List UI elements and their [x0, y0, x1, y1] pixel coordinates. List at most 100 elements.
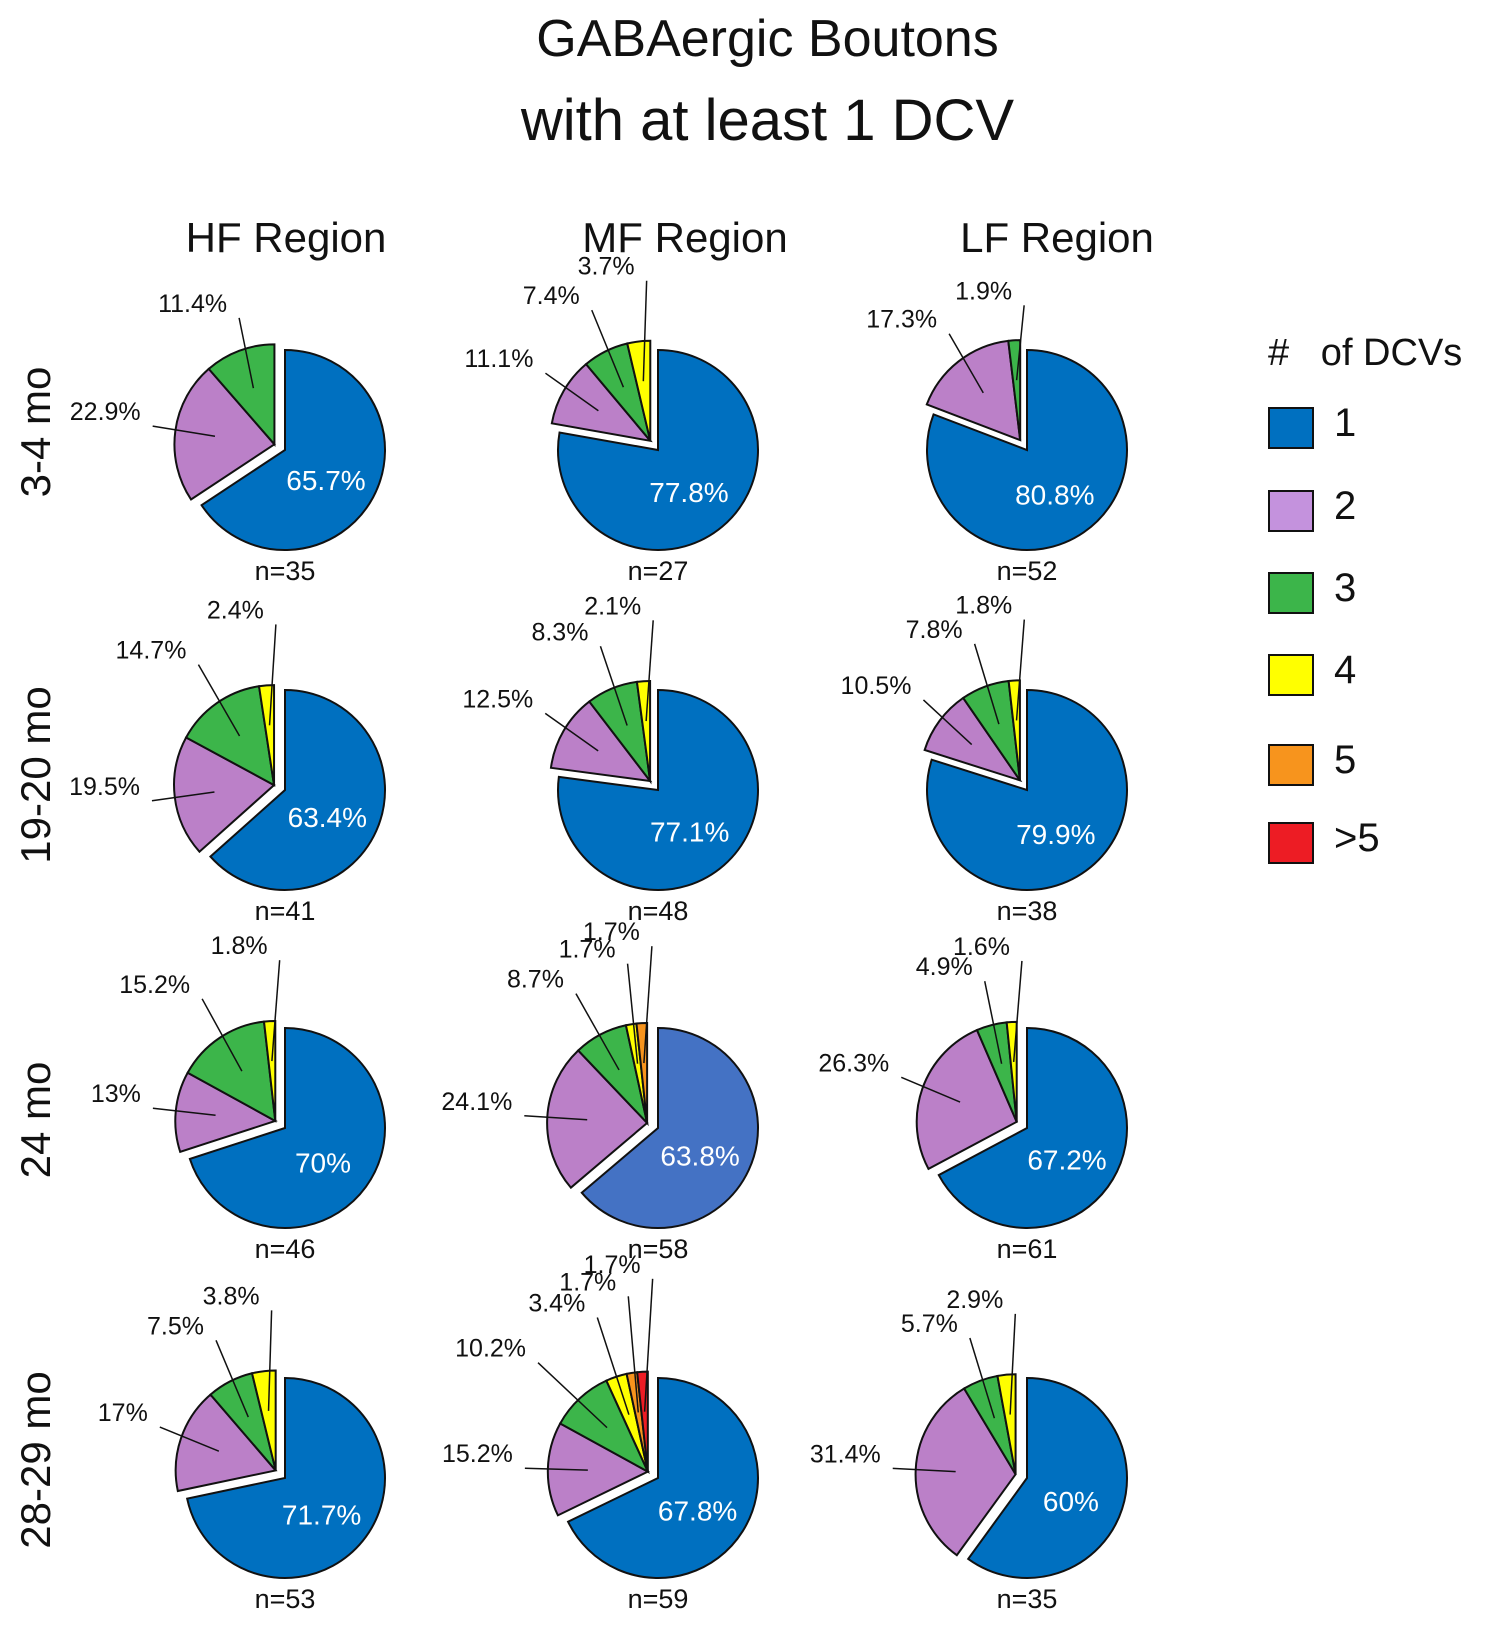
slice-label-28-29-mo-lf-region-cat-4: 2.9%	[946, 1286, 1003, 1314]
slice-label-19-20-mo-mf-region-cat-2: 12.5%	[462, 685, 533, 713]
slice-label-24-mo-hf-region-cat-1: 70%	[295, 1148, 351, 1179]
slice-label-19-20-mo-mf-region-cat-3: 8.3%	[531, 618, 588, 646]
pie-slice-28-29-mo-lf-region-cat-1	[966, 1376, 1128, 1579]
legend-swatch-6	[1268, 822, 1314, 864]
slice-label-28-29-mo-hf-region-cat-3: 7.5%	[147, 1312, 204, 1340]
legend-label-1: 1	[1334, 401, 1357, 445]
pie-chart-grid: 65.7% 22.9% 11.4% n=35 77.8% 11.1% 7.4%3.7% n=2…	[69, 253, 1128, 1614]
pie-28-29-mo-mf-region: 67.8%15.2%10.2%3.4%1.7%1.7%n=59	[442, 1251, 759, 1614]
n-label-3-4-mo-hf-region: n=35	[255, 556, 316, 586]
pie-24-mo-lf-region: 67.2% 26.3% 4.9%1.6% n=61	[818, 933, 1128, 1264]
slice-label-24-mo-hf-region-cat-3: 15.2%	[119, 971, 190, 999]
slice-label-19-20-mo-lf-region-cat-3: 7.8%	[906, 616, 963, 644]
leader-line-24-mo-lf-region-1	[983, 981, 1003, 1064]
leader-line-19-20-mo-lf-region-0	[922, 699, 973, 746]
n-label-3-4-mo-lf-region: n=52	[997, 556, 1058, 586]
pie-slice-3-4-mo-lf-region-cat-1	[926, 348, 1128, 551]
pie-3-4-mo-hf-region: 65.7% 22.9% 11.4% n=35	[70, 290, 386, 586]
leader-line-28-29-mo-mf-region-4	[643, 1278, 654, 1412]
leader-line-19-20-mo-lf-region-2	[1015, 619, 1026, 721]
pie-slice-24-mo-hf-region-cat-3	[186, 1020, 277, 1123]
leader-line-28-29-mo-lf-region-0	[892, 1467, 956, 1473]
pie-3-4-mo-mf-region: 77.8% 11.1% 7.4%3.7% n=27	[464, 253, 759, 586]
pie-slice-19-20-mo-hf-region-cat-1	[208, 688, 386, 891]
leader-line-24-mo-hf-region-1	[201, 998, 243, 1072]
figure-title-line-1: GABAergic Boutons	[536, 10, 999, 68]
slice-label-3-4-mo-lf-region-cat-1: 80.8%	[1015, 480, 1094, 511]
leader-line-28-29-mo-hf-region-1	[215, 1340, 249, 1418]
n-label-28-29-mo-lf-region: n=35	[997, 1584, 1058, 1614]
leader-line-19-20-mo-hf-region-1	[197, 664, 241, 737]
pie-slice-19-20-mo-mf-region-cat-1	[557, 688, 759, 891]
column-header-mf: MF Region	[582, 214, 788, 261]
legend-label-6: >5	[1334, 816, 1380, 860]
slice-label-19-20-mo-mf-region-cat-4: 2.1%	[584, 592, 641, 620]
slice-label-28-29-mo-hf-region-cat-2: 17%	[98, 1399, 148, 1427]
slice-label-3-4-mo-lf-region-cat-3: 1.9%	[955, 277, 1012, 305]
slice-label-28-29-mo-lf-region-cat-3: 5.7%	[901, 1310, 958, 1338]
pie-slice-3-4-mo-mf-region-cat-2	[550, 362, 653, 443]
slice-label-19-20-mo-hf-region-cat-2: 19.5%	[69, 773, 140, 801]
pie-19-20-mo-hf-region: 63.4% 19.5% 14.7% 2.4% n=41	[69, 596, 386, 926]
pie-28-29-mo-lf-region: 60% 31.4% 5.7%2.9% n=35	[810, 1286, 1128, 1614]
slice-label-24-mo-mf-region-cat-1: 63.8%	[660, 1141, 739, 1172]
slice-label-28-29-mo-mf-region-cat-4: 3.4%	[528, 1290, 585, 1318]
legend-label-5: 5	[1334, 738, 1357, 782]
leader-line-28-29-mo-hf-region-0	[159, 1426, 220, 1452]
pie-slice-3-4-mo-hf-region-cat-3	[207, 343, 276, 447]
slice-label-19-20-mo-lf-region-cat-1: 79.9%	[1016, 819, 1095, 850]
leader-line-24-mo-lf-region-2	[1012, 960, 1023, 1062]
pie-slice-28-29-mo-mf-region-cat-1	[566, 1376, 759, 1579]
figure-title-line-2: with at least 1 DCV	[520, 88, 1015, 153]
pie-slice-19-20-mo-hf-region-cat-2	[173, 736, 276, 854]
leader-line-19-20-mo-lf-region-1	[973, 643, 1000, 725]
n-label-24-mo-lf-region: n=61	[997, 1234, 1058, 1264]
slice-label-28-29-mo-hf-region-cat-4: 3.8%	[203, 1282, 260, 1310]
leader-line-28-29-mo-mf-region-2	[596, 1317, 630, 1415]
pie-slice-19-20-mo-lf-region-cat-1	[926, 688, 1128, 891]
slice-label-3-4-mo-hf-region-cat-2: 22.9%	[70, 398, 141, 426]
pie-slice-19-20-mo-mf-region-cat-2	[549, 700, 653, 783]
pie-19-20-mo-mf-region: 77.1% 12.5% 8.3%2.1% n=48	[462, 592, 759, 926]
pie-19-20-mo-lf-region: 79.9% 10.5% 7.8%1.8% n=38	[841, 592, 1128, 926]
pie-3-4-mo-lf-region: 80.8% 17.3% 1.9% n=52	[866, 277, 1128, 586]
slice-label-24-mo-mf-region-cat-3: 8.7%	[507, 966, 564, 994]
n-label-19-20-mo-hf-region: n=41	[255, 896, 316, 926]
pie-slice-24-mo-lf-region-cat-1	[937, 1026, 1128, 1229]
leader-line-24-mo-mf-region-2	[626, 963, 639, 1064]
slice-label-3-4-mo-hf-region-cat-3: 11.4%	[158, 290, 227, 318]
n-label-3-4-mo-mf-region: n=27	[628, 556, 689, 586]
column-header-lf: LF Region	[960, 214, 1154, 261]
slice-label-24-mo-mf-region-cat-2: 24.1%	[441, 1088, 512, 1116]
pie-slice-19-20-mo-hf-region-cat-3	[184, 685, 276, 787]
slice-label-19-20-mo-hf-region-cat-1: 63.4%	[288, 802, 367, 833]
leader-line-19-20-mo-hf-region-0	[151, 791, 215, 802]
slice-label-19-20-mo-hf-region-cat-3: 14.7%	[116, 637, 187, 665]
legend-label-3: 3	[1334, 566, 1357, 610]
n-label-28-29-mo-hf-region: n=53	[255, 1584, 316, 1614]
leader-line-19-20-mo-mf-region-0	[544, 712, 599, 752]
leader-line-19-20-mo-mf-region-1	[599, 646, 628, 726]
legend-swatch-1	[1268, 407, 1314, 449]
slice-label-28-29-mo-mf-region-cat-2: 15.2%	[442, 1440, 513, 1468]
legend-label-4: 4	[1334, 648, 1357, 692]
slice-label-3-4-mo-mf-region-cat-3: 7.4%	[523, 282, 580, 310]
n-label-19-20-mo-lf-region: n=38	[997, 896, 1058, 926]
leader-line-24-mo-lf-region-0	[900, 1076, 961, 1103]
leader-line-24-mo-hf-region-0	[152, 1107, 216, 1117]
slice-label-24-mo-hf-region-cat-4: 1.8%	[211, 932, 268, 960]
slice-label-24-mo-lf-region-cat-4: 1.6%	[953, 933, 1010, 961]
slice-label-24-mo-mf-region-cat-4: 1.7%	[559, 936, 616, 964]
slice-label-28-29-mo-lf-region-cat-2: 31.4%	[810, 1440, 881, 1468]
n-label-24-mo-mf-region: n=58	[628, 1234, 689, 1264]
slice-label-19-20-mo-mf-region-cat-1: 77.1%	[650, 817, 729, 848]
leader-line-24-mo-hf-region-2	[271, 960, 281, 1062]
pie-slice-28-29-mo-hf-region-cat-1	[185, 1376, 386, 1579]
legend-swatch-5	[1268, 744, 1314, 786]
pie-slice-3-4-mo-lf-region-cat-2	[925, 339, 1022, 442]
slice-label-3-4-mo-mf-region-cat-4: 3.7%	[578, 253, 635, 281]
pie-24-mo-hf-region: 70% 13% 15.2% 1.8% n=46	[91, 932, 386, 1264]
legend-swatch-4	[1268, 654, 1314, 696]
pie-24-mo-mf-region: 63.8%24.1%8.7%1.7%1.7%n=58	[441, 918, 759, 1264]
pie-slice-28-29-mo-hf-region-cat-4	[250, 1369, 277, 1471]
